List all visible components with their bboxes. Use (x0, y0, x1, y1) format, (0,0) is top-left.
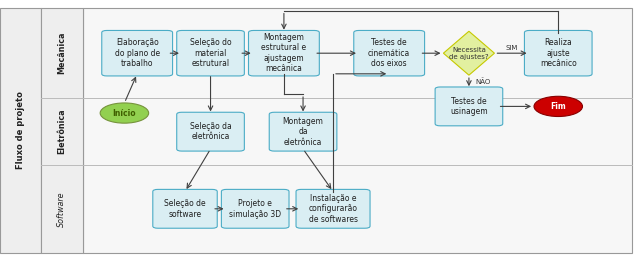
Text: Eletrônica: Eletrônica (57, 109, 66, 155)
Text: Realiza
ajuste
mecânico: Realiza ajuste mecânico (540, 38, 577, 68)
FancyBboxPatch shape (0, 8, 41, 253)
Polygon shape (443, 31, 494, 75)
FancyBboxPatch shape (41, 8, 83, 253)
Text: Elaboração
do plano de
trabalho: Elaboração do plano de trabalho (115, 38, 160, 68)
Text: Instalação e
configurarão
de softwares: Instalação e configurarão de softwares (309, 194, 357, 224)
Text: Início: Início (112, 109, 137, 118)
Text: Fluxo de projeto: Fluxo de projeto (16, 92, 26, 169)
Circle shape (534, 96, 582, 117)
Text: Necessita
de ajustes?: Necessita de ajustes? (449, 47, 489, 60)
FancyBboxPatch shape (152, 189, 217, 228)
FancyBboxPatch shape (177, 31, 244, 76)
Text: Mecânica: Mecânica (57, 32, 66, 74)
Text: Montagem
estrutural e
ajustagem
mecânica: Montagem estrutural e ajustagem mecânica (262, 33, 306, 73)
FancyBboxPatch shape (83, 8, 632, 253)
Text: Seleção de
software: Seleção de software (164, 199, 206, 218)
FancyBboxPatch shape (524, 31, 592, 76)
FancyBboxPatch shape (353, 31, 425, 76)
Text: Testes de
cinemática
dos eixos: Testes de cinemática dos eixos (368, 38, 410, 68)
FancyBboxPatch shape (296, 189, 370, 228)
FancyBboxPatch shape (249, 31, 320, 76)
Text: Fim: Fim (551, 102, 566, 111)
FancyBboxPatch shape (177, 112, 244, 151)
Text: SIM: SIM (506, 45, 518, 51)
Text: Seleção do
material
estrutural: Seleção do material estrutural (189, 38, 232, 68)
FancyBboxPatch shape (101, 31, 172, 76)
FancyBboxPatch shape (221, 189, 289, 228)
Text: Montagem
da
eletrônica: Montagem da eletrônica (283, 117, 323, 147)
Text: Projeto e
simulação 3D: Projeto e simulação 3D (229, 199, 281, 218)
Circle shape (100, 103, 149, 123)
Text: Testes de
usinagem: Testes de usinagem (450, 97, 487, 116)
FancyBboxPatch shape (269, 112, 337, 151)
Text: Software: Software (57, 191, 66, 227)
Text: Seleção da
eletrônica: Seleção da eletrônica (189, 122, 232, 141)
Text: NÃO: NÃO (475, 79, 491, 85)
FancyBboxPatch shape (435, 87, 503, 126)
